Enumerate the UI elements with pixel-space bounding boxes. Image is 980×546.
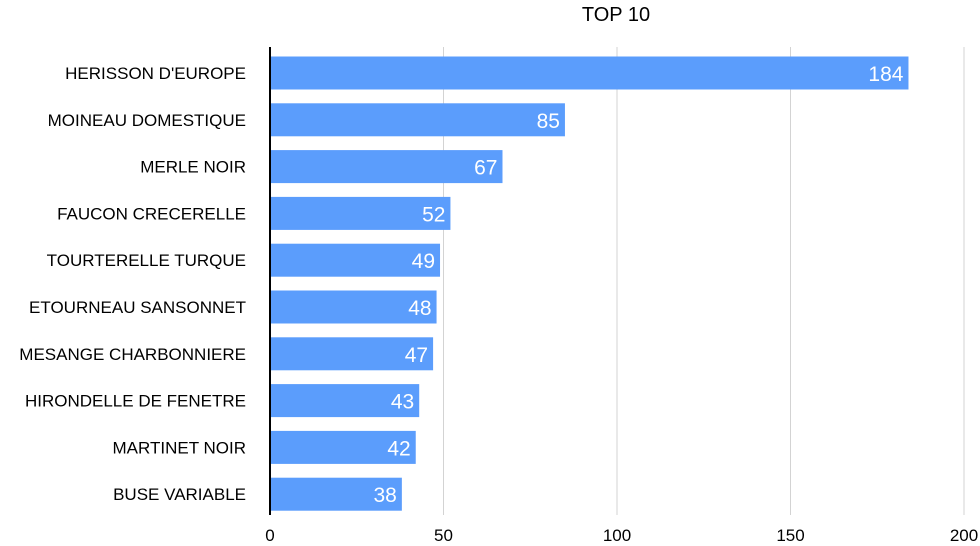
category-label: FAUCON CRECERELLE: [57, 204, 246, 223]
data-labels: 184 85 67 52 49 48 47 43 42 38: [374, 63, 904, 507]
category-label: HIRONDELLE DE FENETRE: [25, 392, 246, 411]
x-tick-label: 0: [265, 526, 274, 545]
data-label: 184: [868, 63, 903, 86]
category-label: MESANGE CHARBONNIERE: [19, 345, 246, 364]
data-label: 38: [374, 484, 397, 507]
bar: [270, 477, 402, 511]
category-label: HERISSON D'EUROPE: [65, 64, 246, 83]
data-label: 85: [537, 110, 560, 133]
category-label: TOURTERELLE TURQUE: [47, 251, 246, 270]
category-label: MOINEAU DOMESTIQUE: [48, 111, 246, 130]
bar: [270, 290, 437, 324]
bar: [270, 430, 416, 464]
x-tick-label: 100: [603, 526, 631, 545]
data-label: 42: [387, 437, 410, 460]
bar: [270, 150, 503, 184]
gridlines: [443, 47, 965, 515]
bar: [270, 196, 451, 230]
bar: [270, 56, 909, 90]
category-label: MERLE NOIR: [140, 158, 246, 177]
bar: [270, 243, 441, 277]
bar: [270, 384, 420, 418]
data-label: 48: [408, 297, 431, 320]
x-tick-label: 50: [434, 526, 453, 545]
bars: [270, 56, 909, 511]
data-label: 43: [391, 391, 414, 414]
bar: [270, 337, 434, 371]
category-label: ETOURNEAU SANSONNET: [29, 298, 246, 317]
category-label: MARTINET NOIR: [113, 438, 247, 457]
x-axis-ticks: 0 50 100 150 200: [265, 526, 978, 545]
data-label: 67: [474, 157, 497, 180]
x-tick-label: 200: [950, 526, 978, 545]
data-label: 49: [412, 250, 435, 273]
category-label: BUSE VARIABLE: [113, 485, 246, 504]
chart-title: TOP 10: [582, 4, 650, 26]
bar: [270, 103, 565, 137]
x-tick-label: 150: [776, 526, 804, 545]
data-label: 52: [422, 203, 445, 226]
data-label: 47: [405, 344, 428, 367]
category-labels: HERISSON D'EUROPE MOINEAU DOMESTIQUE MERLE…: [19, 64, 246, 504]
